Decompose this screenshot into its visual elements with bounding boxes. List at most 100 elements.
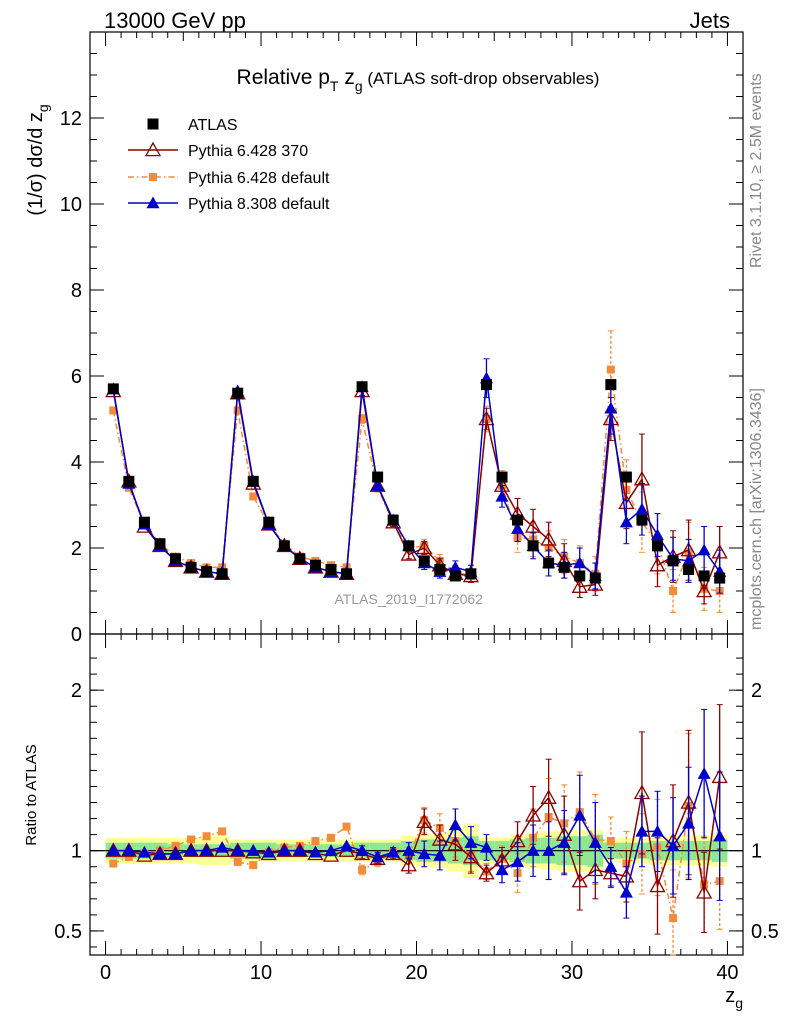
data-point	[527, 540, 539, 552]
ratio-point	[697, 767, 711, 779]
data-point	[589, 572, 601, 584]
data-point	[480, 379, 492, 391]
data-point	[448, 560, 462, 573]
ratio-point	[324, 844, 338, 856]
ratio-point	[604, 860, 618, 872]
data-point	[635, 502, 649, 515]
series-line	[112, 378, 721, 578]
data-point	[465, 568, 477, 580]
data-point	[606, 365, 615, 374]
y-tick-label: 0	[71, 624, 82, 646]
data-point	[697, 543, 711, 556]
data-point	[418, 555, 430, 567]
data-point	[495, 489, 509, 502]
ratio-point	[153, 847, 167, 860]
data-point	[682, 554, 696, 567]
data-point	[649, 556, 666, 572]
data-point	[107, 383, 119, 395]
legend-marker	[147, 118, 159, 130]
ratio-point	[231, 844, 245, 856]
legend-label: ATLAS	[188, 117, 238, 134]
ratio-point	[169, 847, 183, 860]
ratio-point	[277, 844, 291, 856]
data-point	[109, 406, 118, 415]
data-point	[138, 516, 150, 528]
series-line	[112, 369, 720, 594]
data-point	[371, 479, 385, 491]
y-axis-label: (1/σ) dσ/d zg	[25, 104, 51, 215]
ratio-point	[137, 845, 151, 858]
ratio-point	[682, 816, 696, 829]
ratio-point	[713, 829, 727, 842]
ratio-point	[355, 844, 369, 856]
legend-marker	[144, 141, 162, 157]
ratio-point	[557, 836, 571, 848]
ratio-point	[202, 832, 211, 841]
ratio-point	[479, 840, 493, 853]
data-point	[587, 576, 604, 591]
data-point	[698, 570, 710, 582]
ratio-point	[650, 824, 664, 837]
ratio-point	[606, 837, 615, 846]
legend-label: Pythia 6.428 default	[188, 170, 330, 187]
ratio-point	[326, 833, 335, 842]
data-point	[416, 539, 433, 555]
ratio-point	[417, 847, 431, 860]
ratio-point	[187, 835, 196, 844]
data-point	[714, 572, 726, 584]
ratio-y-tick-label: 1	[71, 841, 82, 863]
ratio-point	[526, 844, 540, 856]
data-point	[543, 557, 555, 569]
y-tick-label: 12	[60, 108, 82, 130]
data-point	[356, 381, 368, 393]
ratio-point	[495, 863, 509, 876]
data-point	[154, 538, 166, 550]
ratio-point	[588, 836, 602, 848]
ratio-point	[342, 822, 351, 831]
data-point	[558, 561, 570, 573]
ratio-point	[619, 885, 633, 898]
x-tick-label: 0	[100, 962, 111, 984]
data-point	[574, 570, 586, 582]
legend-marker	[146, 196, 160, 209]
data-point	[294, 553, 306, 565]
ratio-point	[571, 872, 588, 888]
ratio-point	[106, 844, 120, 856]
data-point	[400, 546, 417, 561]
data-point	[540, 531, 557, 546]
legend-marker	[149, 173, 157, 181]
ratio-point	[311, 837, 320, 846]
data-point	[185, 561, 197, 573]
ratio-series-line	[113, 776, 721, 893]
chart-title: Relative pT zg (ATLAS soft-drop observab…	[237, 66, 600, 94]
ratio-point	[696, 884, 713, 899]
data-point	[278, 540, 290, 552]
data-point	[247, 475, 259, 487]
data-point	[216, 568, 228, 580]
ratio-point	[402, 844, 416, 856]
data-point	[201, 566, 213, 578]
ratio-point	[293, 844, 307, 856]
y-tick-label: 2	[71, 538, 82, 560]
watermark: ATLAS_2019_I1772062	[335, 591, 484, 607]
ratio-point	[464, 836, 478, 848]
y-tick-label: 8	[71, 280, 82, 302]
data-point	[573, 556, 587, 569]
data-point	[651, 540, 663, 552]
ratio-frame	[89, 633, 744, 956]
ratio-point	[447, 835, 464, 851]
header-left: 13000 GeV pp	[104, 8, 246, 33]
ratio-y-tick-label-right: 1	[751, 841, 762, 863]
data-point	[496, 471, 508, 483]
ratio-point	[358, 865, 367, 874]
ratio-point	[233, 857, 242, 866]
ratio-point	[215, 840, 229, 853]
ratio-point	[386, 845, 400, 858]
ratio-point	[635, 824, 649, 837]
legend-label: Pythia 8.308 default	[188, 196, 330, 213]
ratio-point	[340, 839, 354, 852]
ratio-point	[666, 839, 680, 852]
data-point	[683, 564, 695, 575]
ratio-point	[249, 861, 258, 870]
data-point	[249, 492, 258, 501]
